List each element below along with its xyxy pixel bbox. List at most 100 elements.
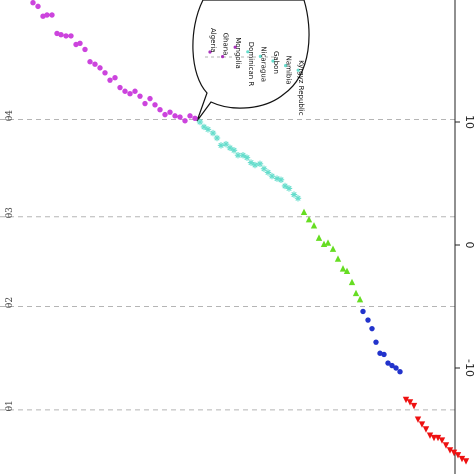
data-point	[204, 126, 212, 133]
data-point	[217, 142, 225, 149]
data-point	[117, 84, 123, 91]
data-point	[305, 215, 313, 223]
data-point	[393, 365, 399, 371]
data-point	[142, 100, 148, 107]
threshold-label: θ2	[5, 297, 15, 308]
data-point	[102, 70, 108, 76]
data-point	[414, 416, 422, 423]
data-point	[446, 447, 454, 454]
data-point	[58, 31, 64, 38]
data-point	[177, 114, 183, 120]
data-point	[285, 185, 293, 192]
data-point	[209, 129, 217, 137]
threshold-label: θ4	[5, 110, 15, 121]
data-point	[300, 208, 308, 215]
data-point	[77, 40, 83, 46]
data-point	[315, 234, 323, 241]
data-point	[68, 33, 74, 39]
data-point	[92, 61, 98, 67]
callout-label: Mongolia	[234, 37, 242, 69]
callout-label: Kyrgyz Republic	[297, 60, 305, 116]
data-point	[127, 91, 133, 97]
data-point	[49, 12, 55, 18]
callout-marks: Algeria Ghana Mongolia Dominican R Nicaragua…	[208, 28, 305, 116]
threshold-label: θ1	[5, 400, 15, 411]
callout-label: Namibia	[285, 56, 293, 85]
data-point	[389, 362, 395, 369]
data-point	[356, 295, 364, 303]
callout-bubble: Algeria Ghana Mongolia Dominican R Nicaragua…	[192, 0, 310, 122]
data-point	[230, 147, 238, 154]
data-point	[426, 432, 434, 439]
data-point	[434, 434, 442, 442]
y-axis-ticks: -10 0 10	[455, 115, 474, 377]
data-point	[348, 278, 356, 286]
data-point	[334, 255, 342, 262]
callout-point	[246, 50, 250, 54]
data-point	[365, 317, 371, 323]
callout-label: Dominican R	[247, 42, 255, 87]
data-point	[182, 118, 188, 124]
data-point	[63, 33, 69, 39]
data-point	[97, 65, 103, 71]
data-point	[442, 442, 450, 449]
data-point	[343, 267, 351, 275]
data-point	[450, 449, 458, 457]
data-point	[381, 351, 387, 358]
data-point	[222, 140, 230, 148]
data-point	[462, 458, 470, 465]
y-tick-label: 10	[463, 115, 474, 129]
data-point	[329, 245, 337, 252]
callout-outline	[192, 0, 310, 122]
data-point	[82, 46, 88, 53]
data-point	[172, 113, 178, 119]
data-point	[87, 59, 93, 65]
data-point	[112, 75, 118, 81]
data-point	[35, 3, 41, 10]
data-point	[213, 134, 221, 142]
callout-point	[221, 55, 225, 59]
data-point	[107, 77, 113, 83]
data-point	[360, 308, 366, 315]
callout-label: Nicaragua	[259, 46, 267, 82]
data-point	[44, 12, 50, 18]
data-point	[310, 222, 318, 229]
data-point	[243, 154, 251, 161]
data-point	[402, 396, 410, 404]
data-point	[137, 93, 143, 99]
data-point	[264, 169, 272, 176]
data-point	[373, 339, 379, 345]
data-point	[294, 195, 302, 202]
data-point	[187, 113, 193, 119]
data-points	[30, 0, 470, 465]
data-point	[385, 360, 391, 366]
data-point	[157, 107, 163, 113]
data-point	[418, 421, 426, 428]
callout-label: Algeria	[209, 28, 217, 53]
data-point	[324, 239, 332, 246]
callout-point	[258, 54, 262, 59]
data-point	[369, 325, 375, 332]
data-point	[192, 115, 198, 122]
data-point	[277, 176, 285, 184]
data-point	[438, 437, 446, 444]
y-tick-label: -10	[463, 359, 474, 377]
callout-point	[233, 45, 237, 49]
data-point	[162, 111, 168, 118]
data-point	[147, 95, 153, 102]
data-point	[256, 160, 264, 168]
threshold-labels: θ4 θ3 θ2 θ1	[5, 110, 15, 412]
data-point	[268, 172, 276, 180]
threshold-label: θ3	[5, 207, 15, 218]
data-point	[122, 88, 128, 94]
data-point	[454, 452, 462, 459]
data-point	[239, 152, 247, 159]
callout-point	[271, 59, 275, 63]
data-point	[132, 88, 138, 94]
callout-label: Ghana	[222, 33, 230, 56]
callout-label: Gabon	[272, 51, 280, 74]
data-point	[422, 426, 430, 433]
data-point	[196, 118, 204, 126]
data-point	[251, 161, 259, 169]
